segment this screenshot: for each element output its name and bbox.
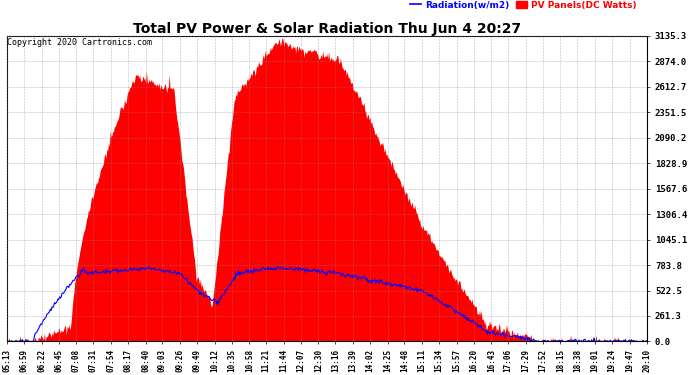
- Text: Copyright 2020 Cartronics.com: Copyright 2020 Cartronics.com: [7, 38, 152, 47]
- Legend: Radiation(w/m2), PV Panels(DC Watts): Radiation(w/m2), PV Panels(DC Watts): [411, 1, 636, 10]
- Title: Total PV Power & Solar Radiation Thu Jun 4 20:27: Total PV Power & Solar Radiation Thu Jun…: [133, 22, 522, 36]
